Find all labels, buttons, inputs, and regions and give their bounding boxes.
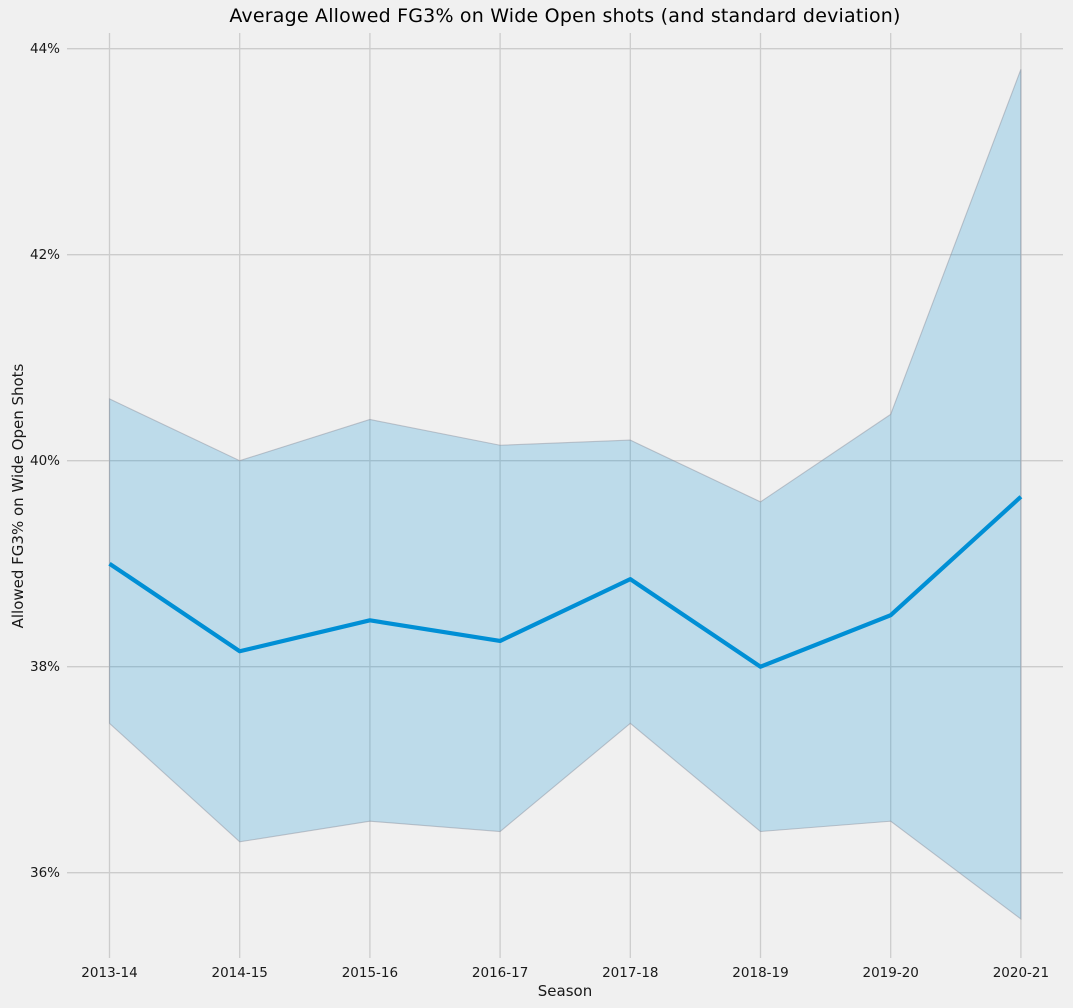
x-tick-label: 2014-15: [211, 965, 268, 981]
y-axis-label: Allowed FG3% on Wide Open Shots: [9, 363, 27, 629]
x-tick-label: 2020-21: [992, 965, 1050, 981]
y-tick-label: 36%: [29, 864, 60, 881]
mean-line: [108, 495, 1023, 669]
x-tick-label: 2018-19: [732, 965, 789, 981]
std-band: [108, 69, 1022, 921]
y-tick-label: 44%: [29, 40, 60, 57]
x-tick-label: 2015-16: [341, 965, 399, 981]
x-tick-label: 2017-18: [602, 965, 659, 981]
y-tick-label: 38%: [29, 658, 60, 675]
x-tick-label: 2019-20: [862, 965, 919, 981]
gridlines: [67, 33, 1063, 958]
y-tick-label: 42%: [29, 246, 60, 263]
chart-title: Average Allowed FG3% on Wide Open shots …: [229, 5, 901, 27]
x-tick-label: 2013-14: [81, 965, 138, 981]
y-tick-label: 40%: [29, 452, 60, 469]
x-tick-label: 2016-17: [471, 965, 529, 981]
x-axis-label: Season: [537, 982, 593, 1000]
